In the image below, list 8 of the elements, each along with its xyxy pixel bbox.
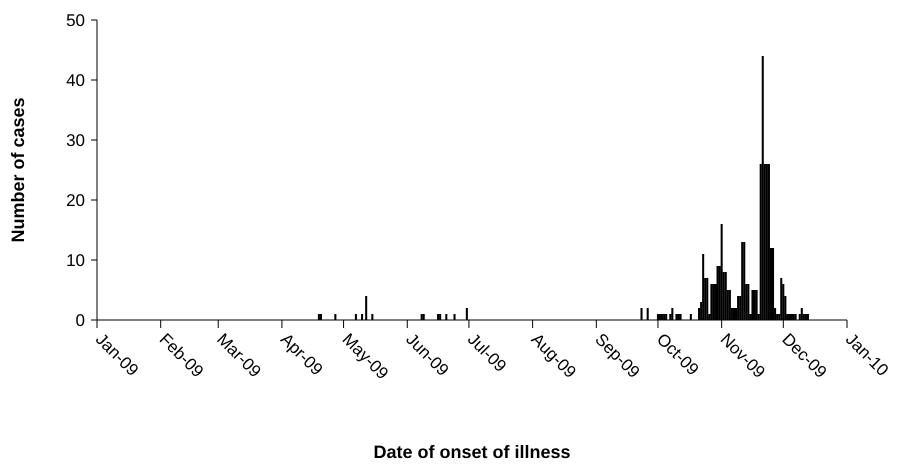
y-tick-label: 50 — [66, 10, 85, 30]
y-tick-label: 0 — [76, 310, 85, 330]
y-tick-label: 40 — [66, 70, 85, 90]
x-axis-title: Date of onset of illness — [373, 442, 571, 462]
y-tick-label: 20 — [66, 190, 85, 210]
y-axis-title: Number of cases — [8, 97, 28, 243]
y-tick-label: 10 — [66, 250, 85, 270]
y-tick-label: 30 — [66, 130, 85, 150]
